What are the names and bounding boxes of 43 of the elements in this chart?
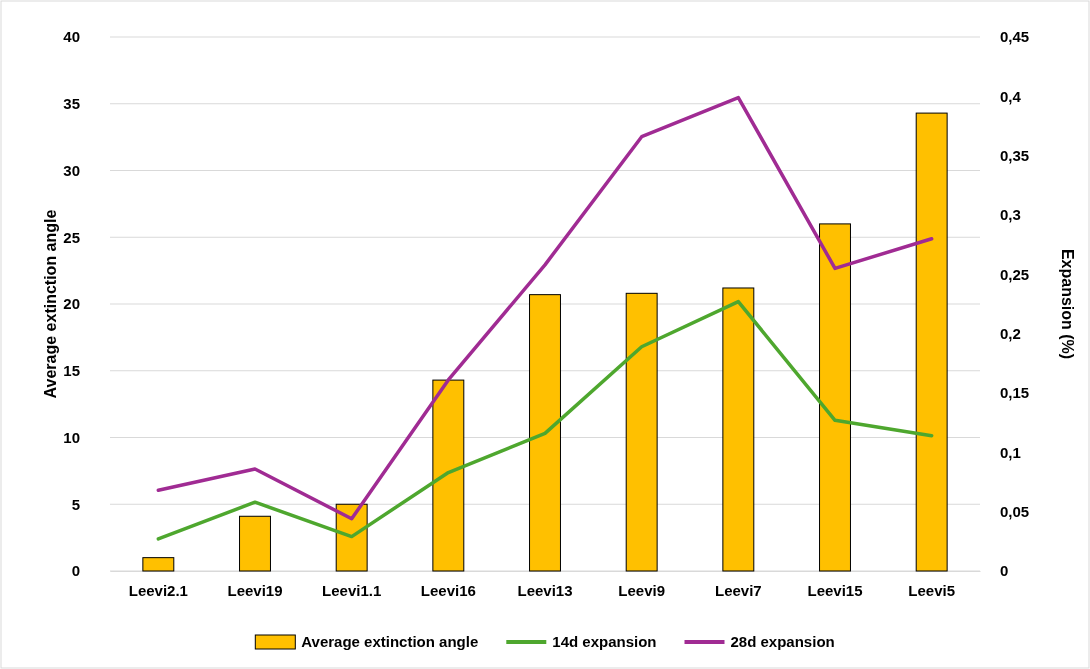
x-tick-label: Leevi9	[618, 581, 666, 599]
y-tick-label: 5	[71, 495, 80, 513]
y-tick-label: 10	[63, 428, 80, 446]
y-tick-label: 30	[63, 161, 80, 179]
y-tick-label: 40	[63, 28, 80, 46]
y-tick-label: 35	[63, 95, 80, 113]
y-axis-title: Average extinction angle	[42, 209, 59, 399]
x-tick-label: Leevi2.1	[128, 581, 188, 599]
y-tick-label: 20	[63, 295, 80, 313]
y2-tick-label: 0,4	[1000, 87, 1022, 105]
y2-axis-title: Expansion (%)	[1059, 248, 1076, 360]
bar	[142, 557, 175, 572]
y2-tick-label: 0,15	[1000, 384, 1030, 402]
bar	[625, 292, 658, 572]
y-tick-label: 0	[71, 562, 80, 580]
x-tick-label: Leevi16	[420, 581, 476, 599]
bar	[432, 379, 465, 572]
line-series	[156, 299, 934, 541]
y2-tick-label: 0,35	[1000, 146, 1030, 164]
y2-tick-label: 0	[1000, 562, 1009, 580]
bar	[529, 294, 561, 572]
y2-tick-label: 0,05	[1000, 502, 1030, 520]
y2-tick-label: 0,1	[1000, 443, 1021, 461]
legend-label: Average extinction angle	[301, 633, 479, 650]
bar	[819, 223, 851, 572]
bar	[915, 112, 948, 572]
bar	[722, 287, 755, 572]
x-tick-label: Leevi5	[908, 581, 956, 599]
x-tick-label: Leevi13	[517, 581, 573, 599]
y2-tick-label: 0,2	[1000, 324, 1021, 342]
x-tick-label: Leevi15	[807, 581, 863, 599]
line-series	[156, 95, 934, 521]
legend-label: 28d expansion	[730, 633, 835, 650]
x-tick-label: Leevi7	[714, 581, 762, 599]
x-tick-label: Leevi19	[227, 581, 283, 599]
y2-tick-label: 0,25	[1000, 265, 1030, 283]
y-tick-label: 25	[63, 228, 80, 246]
y2-tick-label: 0,3	[1000, 206, 1021, 224]
legend-label: 14d expansion	[552, 633, 657, 650]
bar	[239, 515, 271, 572]
y2-tick-label: 0,45	[1000, 28, 1030, 46]
x-tick-label: Leevi1.1	[322, 581, 382, 599]
y-tick-label: 15	[63, 362, 80, 380]
